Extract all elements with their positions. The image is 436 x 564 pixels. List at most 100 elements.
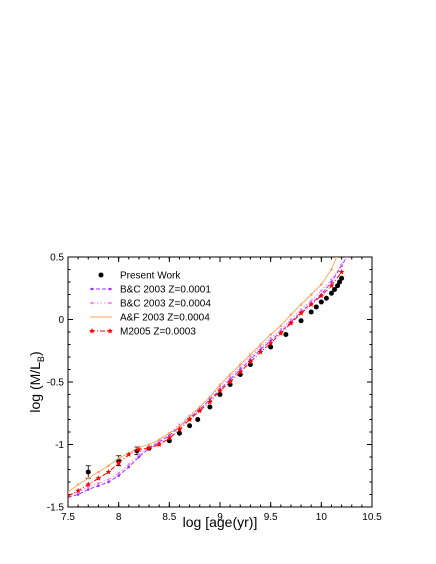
data-point [277,330,284,336]
data-point [279,328,283,331]
legend-item-2: B&C 2003 Z=0.0004 [90,299,211,310]
data-point [228,373,232,376]
x-tick-label-4: 9.5 [264,512,278,523]
plot-area [68,257,348,499]
data-point [268,344,274,350]
data-point [313,304,319,310]
data-point [335,283,341,289]
series-line-2 [68,257,348,497]
data-point [309,293,313,296]
x-tick-label-0: 7.5 [61,512,75,523]
data-point [68,492,71,499]
series-line-3 [68,257,337,493]
data-point [335,257,338,259]
legend-label: M2005 Z=0.0003 [120,327,196,338]
data-point [127,463,131,466]
data-point [97,470,100,474]
data-point [288,320,294,326]
data-point [115,460,122,466]
data-point [76,493,80,496]
data-point [338,269,345,275]
data-point [289,313,293,316]
data-point [249,355,252,359]
data-point [207,404,213,410]
data-point [176,426,183,432]
y-tick-label-3: 0 [58,315,64,326]
data-point [238,365,242,369]
data-point [247,359,254,365]
legend-item-0: Present Work [98,271,181,282]
data-point [332,287,338,292]
data-point [259,345,262,349]
data-point [318,299,324,305]
data-point [208,395,212,399]
data-point [217,392,223,397]
data-point [227,379,233,385]
data-point [97,481,100,485]
data-point [320,289,323,293]
legend-item-4: M2005 Z=0.0003 [89,327,196,338]
data-point [195,417,201,422]
x-tick-label-1: 8 [116,512,122,523]
data-point [198,405,202,409]
data-point [330,280,333,284]
data-point [85,469,91,475]
legend-marker [108,301,112,305]
legend-marker [89,328,95,334]
data-point [107,464,110,468]
data-point [186,416,193,422]
y-tick-labels: -1.5 -1 -0.5 0 0.5 [47,253,65,514]
data-point [340,263,343,266]
data-point [85,481,92,487]
data-point [196,407,203,414]
data-point [137,453,141,456]
data-point [137,455,141,459]
y-tick-label-1: -1 [55,440,64,451]
y-tick-label-0: -1.5 [47,503,65,514]
data-point [218,383,222,386]
data-point [166,435,173,441]
x-tick-label-5: 10 [316,512,328,523]
data-point [267,340,274,346]
data-point [107,478,110,481]
x-tick-labels: 7.5 8 8.5 9 9.5 10 10.5 [61,512,382,523]
data-point [117,456,120,460]
data-point [298,310,304,316]
data-point [320,283,323,286]
data-point [259,343,262,346]
data-point [76,483,80,486]
series-layer [68,257,348,499]
data-point [218,385,222,389]
data-point [86,485,90,489]
data-point [237,369,244,375]
data-point [337,279,343,285]
legend-marker [98,272,104,278]
x-tick-label-2: 8.5 [162,512,176,523]
data-point [157,438,161,441]
y-axis-title-close: ) [27,351,43,356]
series-line-4 [68,271,343,497]
data-point [279,324,283,328]
data-point [176,430,182,436]
data-point [105,469,112,475]
data-point [339,275,345,281]
data-point [187,423,193,429]
plot-frame [67,256,373,508]
data-point [330,268,333,271]
series-4 [68,269,345,499]
data-point [328,290,334,296]
legend-marker [90,287,94,291]
data-point [207,399,213,405]
data-point [330,278,333,281]
series-3 [68,257,338,494]
data-point [217,387,223,394]
legend-marker [107,328,113,334]
data-point [68,490,70,494]
axis-ticks [67,256,373,508]
data-point [269,336,272,340]
data-point [75,487,81,494]
data-point [238,363,242,366]
legend-marker [108,287,112,291]
data-point [136,446,142,452]
